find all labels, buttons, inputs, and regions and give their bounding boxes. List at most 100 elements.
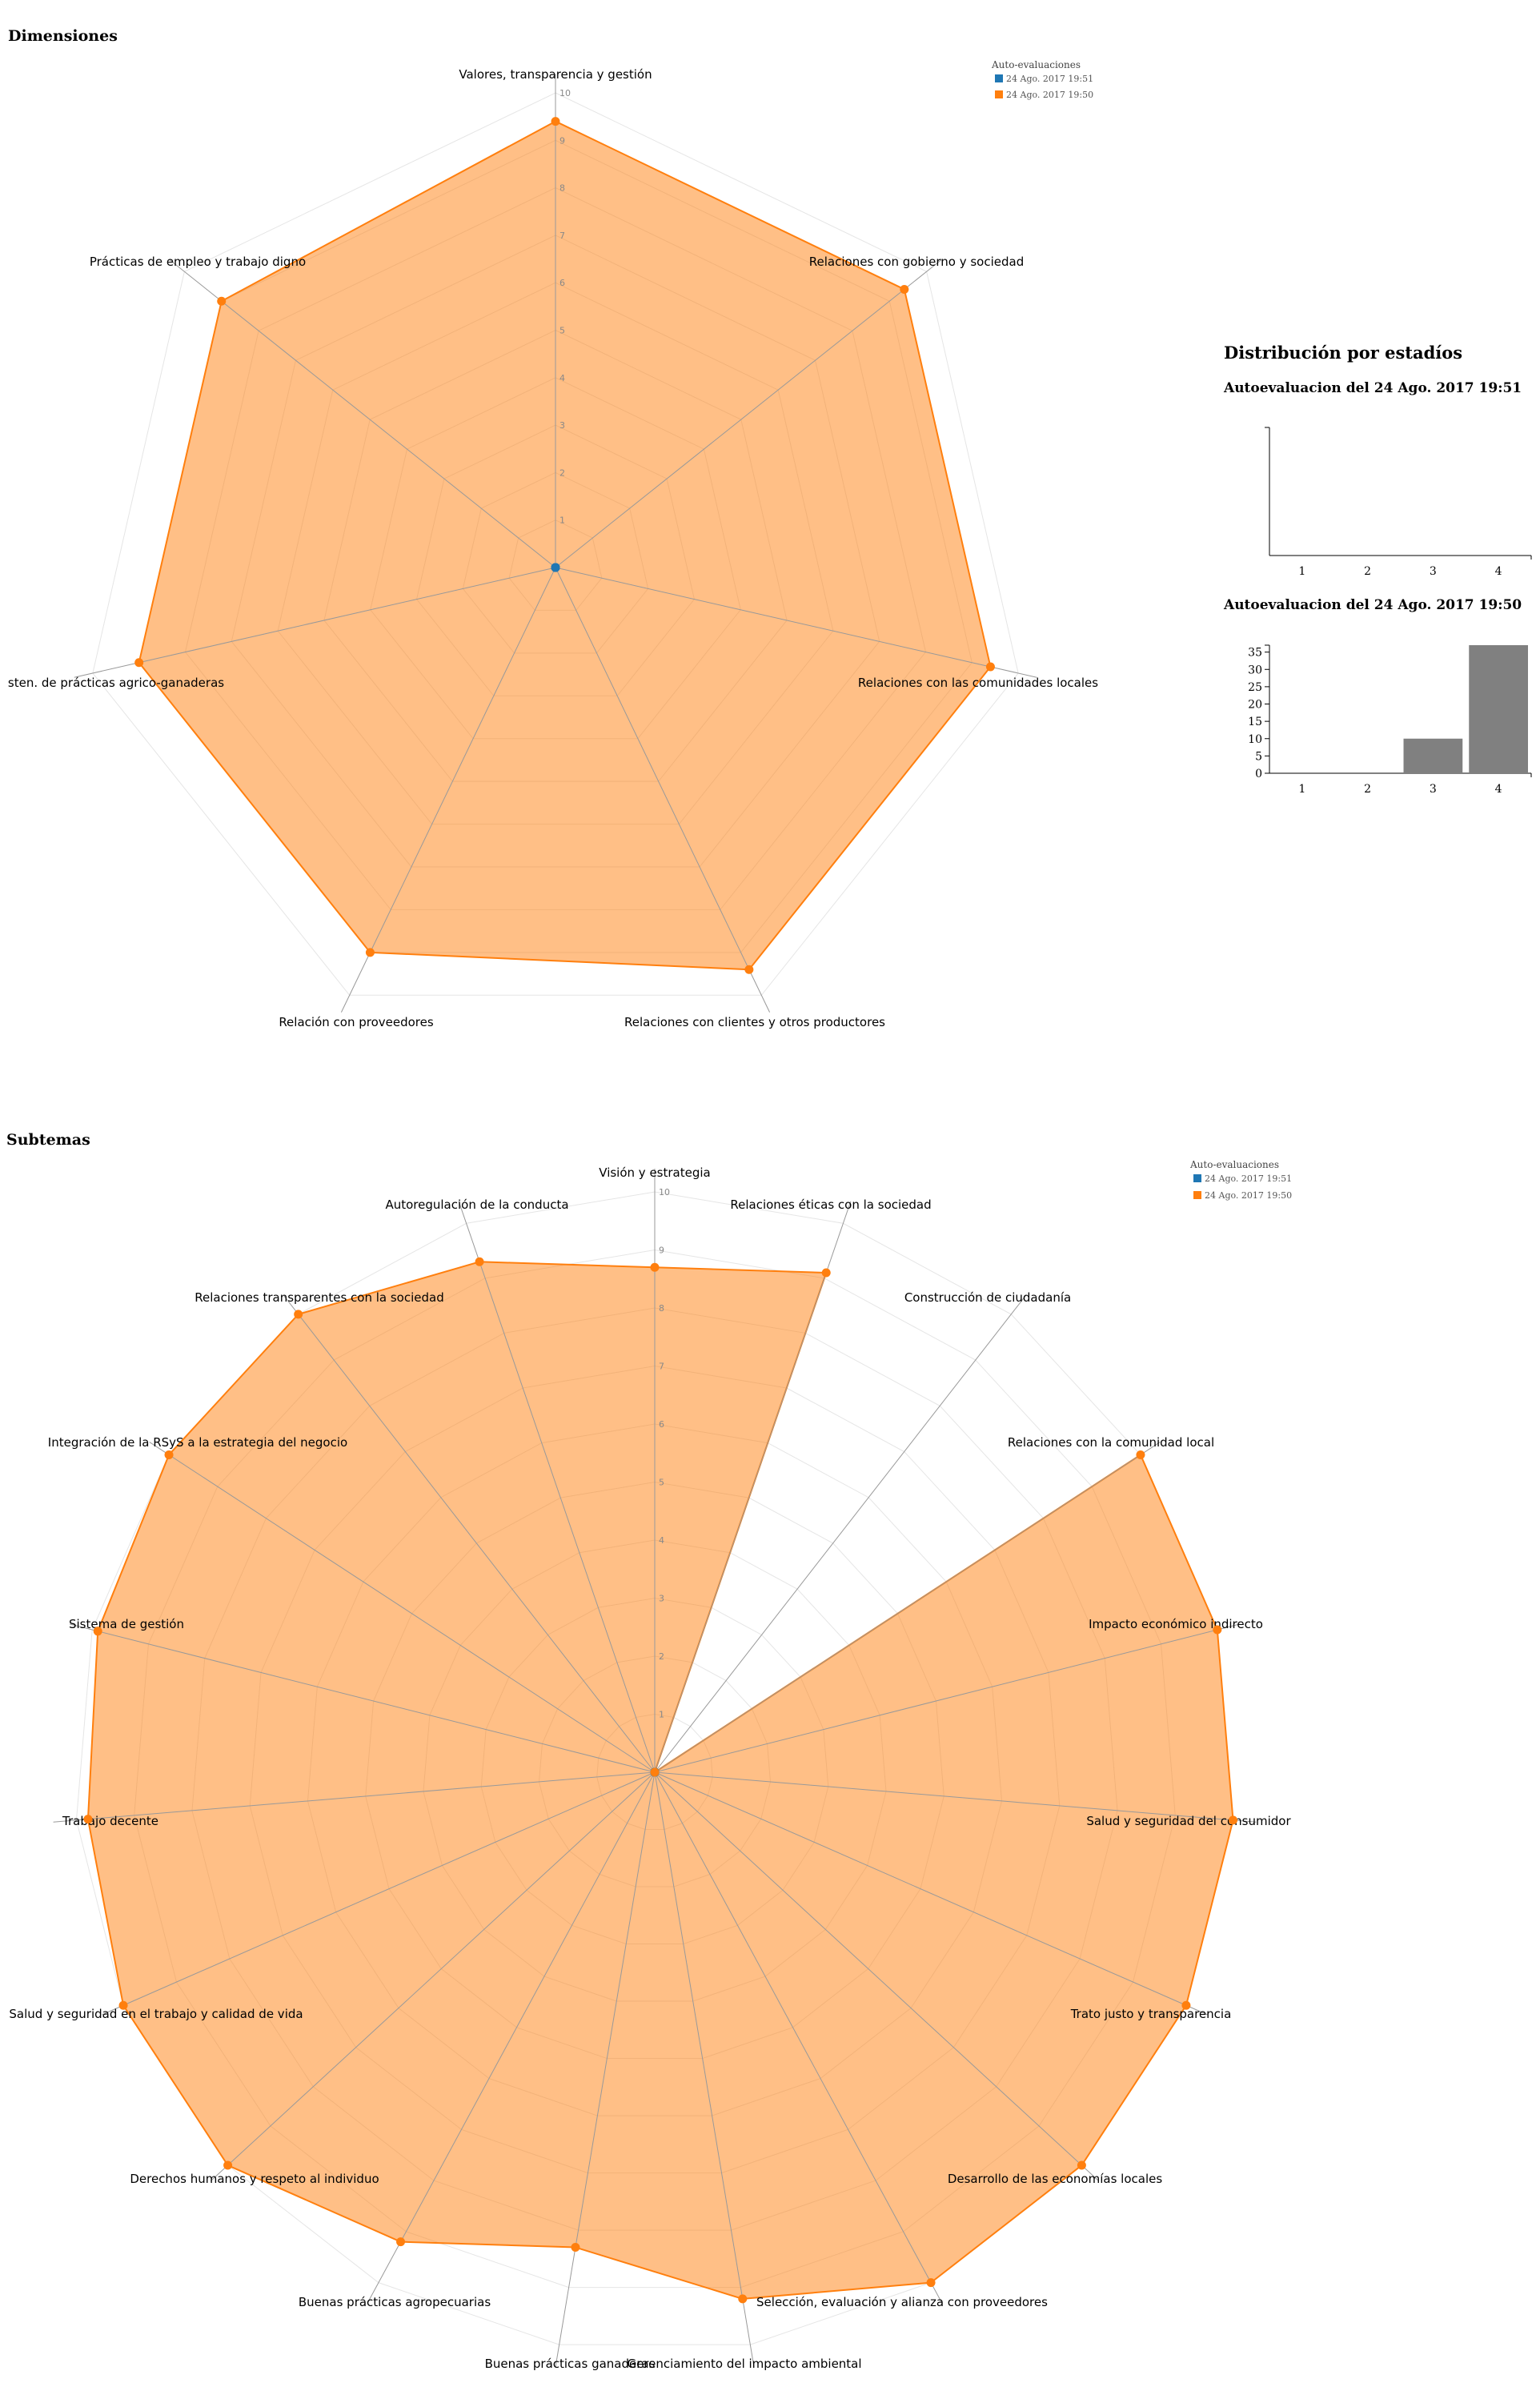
radar-tick-label: 8	[659, 1303, 664, 1314]
series-point[interactable]	[551, 563, 560, 572]
radar-tick-label: 10	[659, 1187, 670, 1197]
radar-axis-label: Derechos humanos y respeto al individuo	[130, 2172, 379, 2186]
radar-axis-label: Trato justo y transparencia	[1070, 2007, 1232, 2021]
series-point[interactable]	[551, 117, 560, 126]
series-point[interactable]	[396, 2237, 406, 2247]
series-point[interactable]	[738, 2294, 748, 2304]
radar-axis-line	[53, 1771, 656, 1823]
series-point[interactable]	[365, 948, 375, 957]
legend-swatch-1[interactable]	[1193, 1191, 1201, 1199]
series-point[interactable]	[164, 1450, 174, 1459]
radar-axis-label: Salud y seguridad en el trabajo y calida…	[9, 2007, 303, 2021]
legend-swatch-1[interactable]	[995, 90, 1003, 98]
series-point[interactable]	[821, 1268, 831, 1278]
radar-axes	[53, 1169, 1257, 2368]
radar-axis-line	[149, 1442, 656, 1773]
series-point[interactable]	[650, 1262, 660, 1272]
series-point[interactable]	[1136, 1450, 1145, 1459]
series-point[interactable]	[134, 658, 144, 668]
series-area	[86, 1261, 1234, 2300]
radar-axis-line	[555, 1771, 656, 2368]
series-point[interactable]	[217, 296, 227, 306]
radar-tick-label: 7	[559, 231, 565, 241]
series-area	[138, 120, 992, 971]
radar-tick-label: 4	[659, 1535, 664, 1546]
radar-axis-line	[210, 1771, 656, 2182]
radar-tick-label: 10	[559, 88, 571, 98]
radar-axis-line	[340, 567, 556, 1013]
radar-axis-label: Gerenciamiento del impacto ambiental	[627, 2357, 861, 2371]
bar[interactable]	[1403, 738, 1463, 773]
series-point[interactable]	[223, 2160, 233, 2170]
radar-axis-line	[654, 1295, 1026, 1773]
radar-axis-label: Buenas prácticas agropecuarias	[299, 2295, 491, 2309]
series-point[interactable]	[475, 1257, 484, 1266]
bar-x-tick-label: 3	[1430, 783, 1437, 796]
radar-tick-label: 2	[559, 467, 565, 478]
radar-tick-label: 5	[659, 1478, 664, 1488]
radar-tick-label: 9	[559, 135, 565, 146]
dimensiones-title: Dimensiones	[8, 27, 118, 45]
radar-tick-label: 2	[659, 1651, 664, 1662]
legend-item-0[interactable]: 24 Ago. 2017 19:51	[1006, 74, 1093, 84]
radar-axis-label: sten. de prácticas agrico-ganaderas	[8, 676, 224, 690]
radar-axis-line	[69, 1623, 656, 1773]
legend-swatch-0[interactable]	[1193, 1174, 1201, 1182]
radar-axis-label: Relaciones con gobierno y sociedad	[809, 255, 1024, 269]
dimensiones-legend: Auto-evaluaciones 24 Ago. 2017 19:51 24 …	[991, 59, 1093, 100]
radar-axis-label: Relaciones con las comunidades locales	[858, 676, 1098, 690]
radar-ticks: 1 2 3 4 5 6 7 8 9 10	[659, 1187, 670, 1720]
subtemas-legend: Auto-evaluaciones 24 Ago. 2017 19:51 24 …	[1189, 1159, 1292, 1201]
legend-item-1[interactable]: 24 Ago. 2017 19:50	[1205, 1190, 1292, 1201]
legend-item-0[interactable]: 24 Ago. 2017 19:51	[1205, 1173, 1292, 1184]
radar-axes	[74, 74, 1037, 1013]
radar-axis-label: Visión y estrategia	[599, 1165, 710, 1180]
series-point[interactable]	[1213, 1625, 1222, 1635]
radar-axis-label: Prácticas de empleo y trabajo digno	[90, 255, 306, 269]
radar-axis-line	[654, 1623, 1241, 1773]
radar-axis-line	[74, 567, 556, 678]
series-point[interactable]	[985, 662, 995, 672]
series-point[interactable]	[650, 1767, 660, 1777]
radar-axis-line	[555, 567, 1037, 678]
radar-axis-label: Relaciones con la comunidad local	[1008, 1435, 1214, 1450]
radar-tick-label: 6	[659, 1419, 664, 1430]
series-points-0	[551, 563, 560, 572]
radar-axis-labels: Valores, transparencia y gestión Relacion…	[8, 67, 1098, 1029]
series-point[interactable]	[83, 1815, 93, 1824]
radar-axis-label: Integración de la RSyS a la estrategia d…	[48, 1435, 347, 1450]
series-point[interactable]	[571, 2243, 580, 2253]
radar-axis-label: Valores, transparencia y gestión	[459, 67, 652, 82]
series-point[interactable]	[926, 2278, 936, 2288]
series-point[interactable]	[294, 1310, 303, 1319]
bar-x-tick-label: 1	[1298, 783, 1305, 796]
bar-y-tick-label: 0	[1255, 768, 1262, 780]
radar-axis-line	[169, 259, 556, 568]
series-point[interactable]	[744, 965, 754, 974]
legend-item-1[interactable]: 24 Ago. 2017 19:50	[1006, 90, 1093, 100]
radar-tick-label: 1	[559, 516, 565, 526]
radar-axis-label: Salud y seguridad del consumidor	[1086, 1814, 1291, 1828]
series-point[interactable]	[900, 284, 909, 294]
radar-axis-line	[283, 1295, 656, 1773]
distribucion-subtitle-1: Autoevaluacion del 24 Ago. 2017 19:50	[1223, 597, 1522, 613]
distribucion-headings: Distribución por estadíos Autoevaluacion…	[1223, 343, 1522, 613]
bar-y-tick-label: 25	[1248, 681, 1262, 694]
bar-y-tick-label: 5	[1255, 750, 1262, 763]
radar-tick-label: 1	[659, 1710, 664, 1720]
radar-axis-line	[654, 1771, 755, 2368]
radar-axis-line	[102, 1771, 656, 2016]
series-point[interactable]	[93, 1627, 102, 1636]
legend-swatch-0[interactable]	[995, 74, 1003, 82]
bar[interactable]	[1469, 645, 1528, 773]
series-point[interactable]	[1077, 2160, 1086, 2170]
series-point[interactable]	[1229, 1815, 1238, 1825]
series-point[interactable]	[1181, 2000, 1191, 2010]
bar-y-tick-label: 15	[1248, 716, 1262, 728]
radar-ticks: 1 2 3 4 5 6 7 8 9 10	[559, 88, 571, 526]
bar-y-tick-label: 35	[1248, 647, 1262, 660]
series-point[interactable]	[118, 2000, 128, 2010]
bar-x-tick-label: 4	[1495, 783, 1502, 796]
